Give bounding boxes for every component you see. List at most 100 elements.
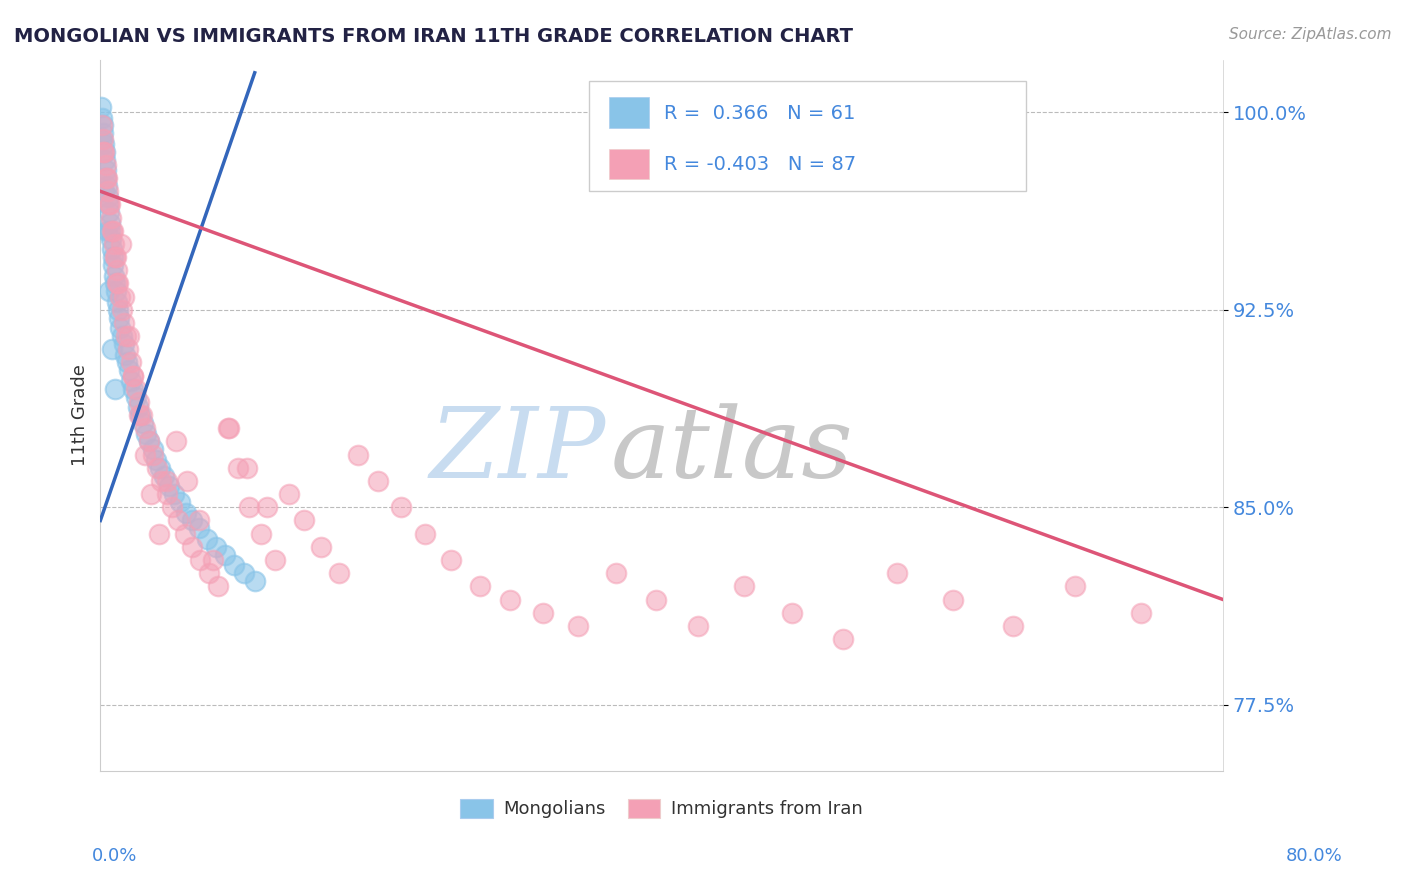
Point: [104, 250, 127, 264]
Point: [101, 250, 124, 264]
Y-axis label: 11th Grade: 11th Grade: [72, 364, 89, 467]
Point: [100, 224, 122, 238]
Point: [217, 421, 239, 435]
Point: [93, 126, 115, 140]
Point: [103, 268, 125, 283]
Point: [110, 290, 132, 304]
Text: R = -0.403   N = 87: R = -0.403 N = 87: [664, 155, 856, 175]
Point: [214, 548, 236, 562]
Point: [96, 179, 118, 194]
Point: [250, 526, 273, 541]
Point: [389, 500, 412, 515]
Text: 80.0%: 80.0%: [1286, 847, 1343, 864]
Point: [134, 421, 156, 435]
Point: [101, 343, 124, 357]
Point: [605, 566, 627, 581]
Point: [155, 487, 177, 501]
Point: [157, 479, 180, 493]
Legend: Mongolians, Immigrants from Iran: Mongolians, Immigrants from Iran: [453, 792, 870, 826]
FancyBboxPatch shape: [609, 97, 650, 128]
Point: [1001, 619, 1024, 633]
Point: [93, 145, 115, 159]
Text: R =  0.366   N = 61: R = 0.366 N = 61: [664, 103, 855, 123]
Point: [141, 448, 163, 462]
Point: [98, 197, 121, 211]
Point: [181, 514, 204, 528]
Point: [96, 171, 118, 186]
Point: [104, 277, 127, 291]
Point: [468, 579, 491, 593]
Point: [90, 100, 112, 114]
Point: [125, 382, 148, 396]
FancyBboxPatch shape: [609, 149, 650, 179]
Point: [127, 401, 149, 415]
Point: [226, 460, 249, 475]
Point: [263, 553, 285, 567]
Point: [780, 606, 803, 620]
Point: [105, 294, 128, 309]
Point: [832, 632, 855, 646]
Point: [104, 250, 127, 264]
Point: [644, 592, 666, 607]
Point: [235, 460, 257, 475]
Point: [122, 368, 145, 383]
Point: [101, 242, 124, 256]
Point: [96, 171, 118, 186]
Point: [100, 232, 122, 246]
Point: [96, 224, 118, 238]
Point: [233, 566, 256, 581]
Point: [173, 526, 195, 541]
Point: [107, 302, 129, 317]
Point: [98, 197, 121, 211]
Point: [114, 290, 136, 304]
Point: [733, 579, 755, 593]
Point: [91, 119, 114, 133]
Point: [181, 540, 204, 554]
Point: [150, 474, 173, 488]
Point: [174, 506, 197, 520]
Point: [107, 277, 129, 291]
Point: [148, 526, 170, 541]
Point: [120, 374, 142, 388]
Point: [167, 514, 190, 528]
Point: [145, 460, 167, 475]
Point: [156, 474, 179, 488]
Point: [114, 348, 136, 362]
Text: ZIP: ZIP: [429, 403, 606, 499]
Point: [942, 592, 965, 607]
Point: [108, 310, 131, 325]
Point: [101, 224, 124, 238]
Point: [122, 368, 145, 383]
Point: [118, 329, 141, 343]
Point: [111, 329, 134, 343]
Point: [128, 395, 150, 409]
Text: 0.0%: 0.0%: [91, 847, 136, 864]
Point: [413, 526, 436, 541]
Point: [101, 224, 124, 238]
FancyBboxPatch shape: [589, 81, 1026, 191]
Point: [153, 468, 176, 483]
Point: [328, 566, 350, 581]
Point: [188, 521, 211, 535]
Point: [125, 390, 148, 404]
Point: [567, 619, 589, 633]
Point: [138, 434, 160, 449]
Point: [129, 408, 152, 422]
Point: [160, 500, 183, 515]
Point: [499, 592, 522, 607]
Point: [309, 540, 332, 554]
Point: [367, 474, 389, 488]
Point: [115, 329, 138, 343]
Point: [224, 558, 246, 573]
Point: [98, 205, 121, 219]
Point: [120, 355, 142, 369]
Point: [187, 514, 209, 528]
Point: [93, 145, 115, 159]
Point: [163, 487, 186, 501]
Point: [104, 382, 127, 396]
Point: [94, 163, 117, 178]
Point: [103, 258, 125, 272]
Point: [195, 532, 218, 546]
Point: [132, 416, 155, 430]
Point: [112, 337, 135, 351]
